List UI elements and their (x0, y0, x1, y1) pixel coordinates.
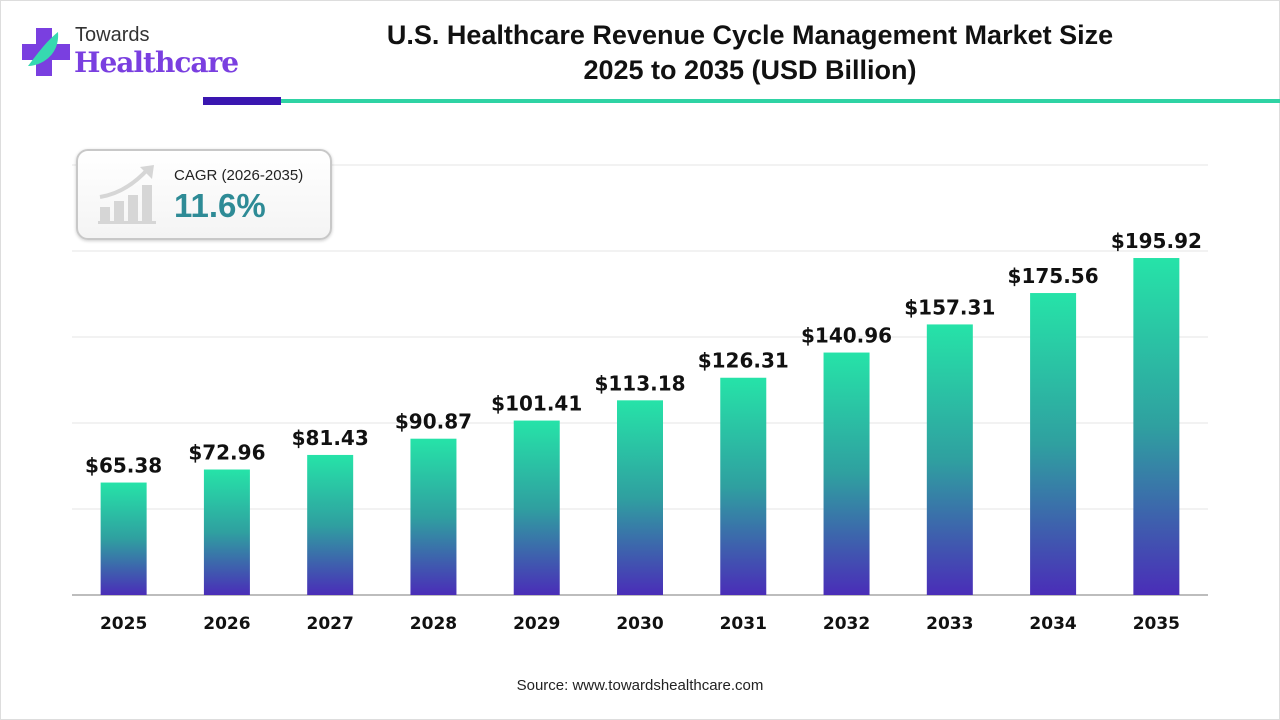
x-tick-label: 2025 (100, 614, 147, 634)
data-label: $81.43 (292, 426, 369, 450)
x-tick-label: 2026 (203, 614, 250, 634)
bar-2035 (1133, 258, 1180, 595)
title-underline-dark (203, 97, 281, 105)
logo-cross-icon (22, 28, 70, 76)
source-text: Source: www.towardshealthcare.com (516, 677, 764, 694)
logo: Towards Healthcare (20, 20, 240, 85)
bar-2033 (926, 324, 973, 595)
cagr-value: 11.6% (174, 187, 266, 224)
data-label: $195.92 (1111, 229, 1202, 253)
bar-2026 (203, 469, 250, 595)
bar-2025 (100, 482, 147, 595)
bar-2029 (513, 420, 560, 595)
x-tick-label: 2033 (926, 614, 973, 634)
title-line-2: 2025 to 2035 (USD Billion) (583, 55, 917, 85)
bar-2032 (823, 352, 870, 595)
data-label: $101.41 (491, 392, 582, 416)
x-tick-label: 2034 (1029, 614, 1076, 634)
logo-text-main: Healthcare (74, 46, 239, 79)
bar-2031 (720, 377, 767, 595)
x-tick-label: 2029 (513, 614, 560, 634)
logo-text-top: Towards (75, 24, 150, 46)
growth-chart-icon (98, 165, 156, 224)
data-label: $90.87 (395, 410, 472, 434)
data-label: $65.38 (85, 454, 162, 478)
x-tick-label: 2030 (616, 614, 663, 634)
data-label: $126.31 (698, 349, 789, 373)
data-label: $175.56 (1008, 264, 1099, 288)
x-tick-label: 2028 (410, 614, 457, 634)
data-label: $113.18 (594, 371, 685, 395)
chart-title: U.S. Healthcare Revenue Cycle Management… (300, 18, 1200, 88)
bar-2030 (617, 400, 663, 595)
title-underline-teal (281, 99, 1280, 103)
bar-2028 (410, 438, 457, 595)
x-tick-label: 2032 (823, 614, 870, 634)
cagr-label: CAGR (2026-2035) (174, 167, 304, 184)
x-tick-label: 2031 (720, 614, 767, 634)
title-line-1: U.S. Healthcare Revenue Cycle Management… (386, 20, 1114, 50)
x-tick-label: 2027 (307, 614, 354, 634)
bar-2027 (307, 454, 354, 595)
x-tick-label: 2035 (1133, 614, 1180, 634)
data-label: $72.96 (188, 441, 265, 465)
cagr-box: CAGR (2026-2035) 11.6% (76, 149, 332, 240)
bar-2034 (1030, 293, 1077, 595)
data-label: $157.31 (904, 295, 995, 319)
data-label: $140.96 (801, 324, 892, 348)
